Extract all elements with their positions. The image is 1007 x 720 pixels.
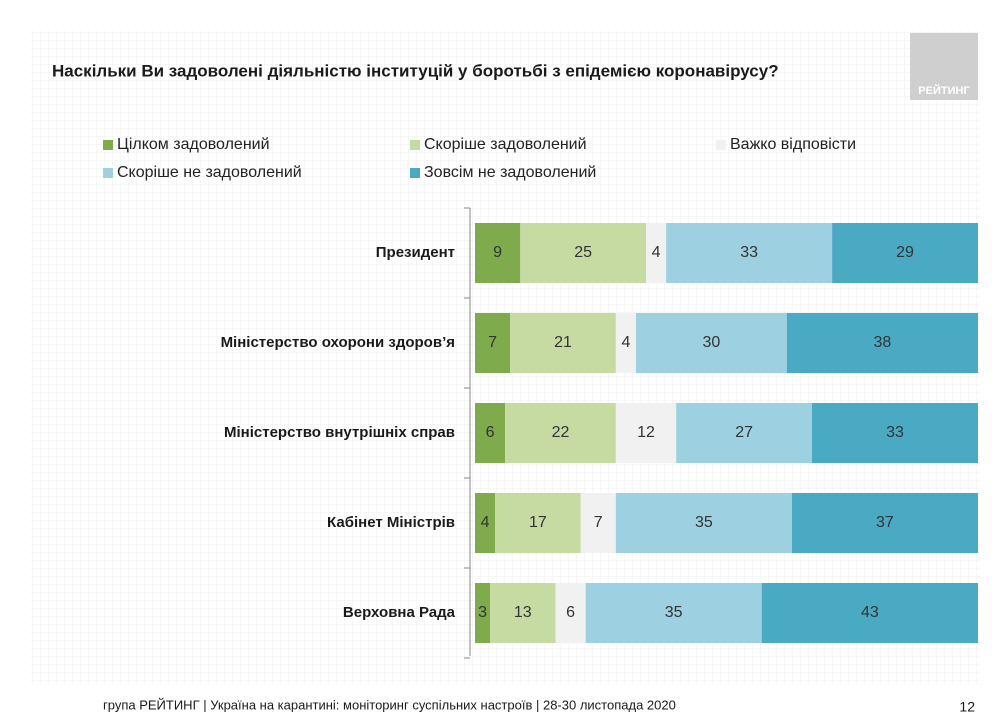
bar-segment xyxy=(475,403,506,463)
value-label: 35 xyxy=(665,604,683,621)
category-label: Міністерство внутрішніх справ xyxy=(224,424,455,441)
category-label: Президент xyxy=(376,244,455,261)
bar-segment xyxy=(646,223,667,283)
value-label: 35 xyxy=(695,514,713,531)
logo: РЕЙТИНГ xyxy=(918,84,970,97)
value-label: 4 xyxy=(621,334,630,351)
value-label: 33 xyxy=(740,244,758,261)
value-label: 4 xyxy=(481,514,490,531)
legend-label: Скоріше не задоволений xyxy=(117,164,302,181)
bar-segment xyxy=(832,223,978,283)
chart-title: Наскільки Ви задоволені діяльністю інсти… xyxy=(52,61,779,80)
value-label: 4 xyxy=(652,244,661,261)
bar-segment xyxy=(666,223,833,283)
value-label: 7 xyxy=(488,334,497,351)
bar-segment xyxy=(676,403,813,463)
bar-segment xyxy=(585,583,762,643)
category-label: Міністерство охорони здоров’я xyxy=(221,334,455,351)
logo-box xyxy=(910,33,978,100)
value-label: 6 xyxy=(566,604,575,621)
value-label: 27 xyxy=(735,424,753,441)
value-label: 13 xyxy=(514,604,532,621)
bar-segment xyxy=(475,223,521,283)
bar-segment xyxy=(490,583,556,643)
legend-swatch xyxy=(103,168,113,178)
bar-segment xyxy=(791,493,978,553)
value-label: 25 xyxy=(574,244,592,261)
value-label: 12 xyxy=(637,424,655,441)
bar-segment xyxy=(786,313,978,373)
legend-swatch xyxy=(410,140,420,150)
bar-segment xyxy=(475,313,511,373)
value-label: 22 xyxy=(552,424,570,441)
value-label: 37 xyxy=(876,514,894,531)
value-label: 7 xyxy=(594,514,603,531)
legend-swatch xyxy=(103,140,113,150)
legend-label: Зовсім не задоволений xyxy=(424,164,596,181)
category-label: Верховна Рада xyxy=(343,604,456,621)
bar-segment xyxy=(615,493,792,553)
legend-swatch xyxy=(716,140,726,150)
bar-segment xyxy=(615,313,636,373)
value-label: 38 xyxy=(874,334,892,351)
category-label: Кабінет Міністрів xyxy=(327,514,455,531)
value-label: 30 xyxy=(703,334,721,351)
bar-segment xyxy=(520,223,647,283)
legend-label: Цілком задоволений xyxy=(117,136,270,153)
value-label: 3 xyxy=(478,604,487,621)
bar-segment xyxy=(635,313,787,373)
bar-segment xyxy=(505,403,616,463)
bar-segment xyxy=(615,403,677,463)
bar-segment xyxy=(761,583,978,643)
page-number: 12 xyxy=(959,699,975,715)
value-label: 9 xyxy=(493,244,502,261)
value-label: 29 xyxy=(896,244,914,261)
bar-segment xyxy=(475,493,496,553)
bar-segment xyxy=(812,403,978,463)
legend-swatch xyxy=(410,168,420,178)
bar-segment xyxy=(580,493,616,553)
value-label: 43 xyxy=(861,604,879,621)
value-label: 21 xyxy=(554,334,572,351)
value-label: 17 xyxy=(529,514,547,531)
legend-label: Важко відповісти xyxy=(730,136,856,153)
legend-label: Скоріше задоволений xyxy=(424,136,587,153)
value-label: 6 xyxy=(486,424,495,441)
footer: група РЕЙТИНГ | Україна на карантині: мо… xyxy=(103,697,676,712)
value-label: 33 xyxy=(886,424,904,441)
bar-segment xyxy=(510,313,616,373)
bar-segment xyxy=(495,493,581,553)
bar-segment xyxy=(555,583,586,643)
bar-segment xyxy=(475,583,491,643)
